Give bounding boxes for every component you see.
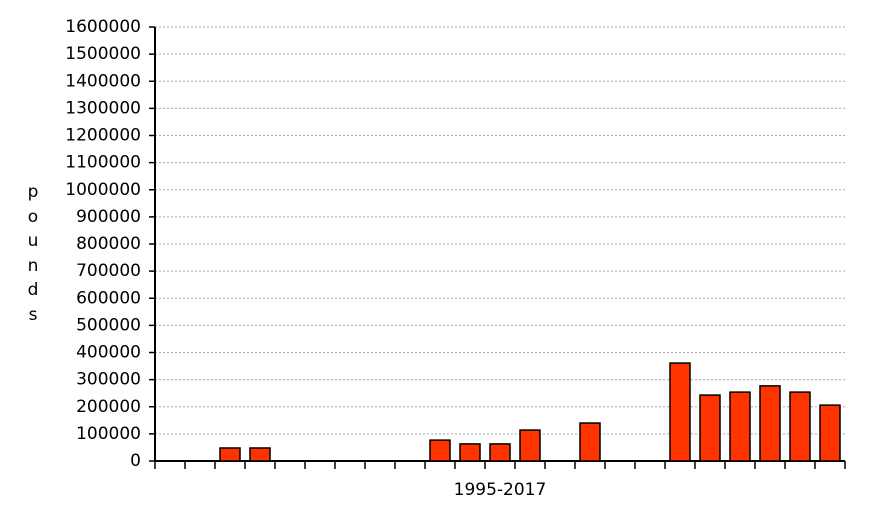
y-tick-label: 1500000 <box>65 44 141 64</box>
y-tick-label: 600000 <box>76 288 141 308</box>
bar <box>519 429 541 462</box>
x-axis-label: 1995-2017 <box>454 480 547 500</box>
y-tick-label: 200000 <box>76 397 141 417</box>
bar <box>729 391 751 462</box>
bar <box>429 439 451 462</box>
bar <box>459 443 481 462</box>
y-tick-label: 500000 <box>76 315 141 335</box>
y-tick-label: 1100000 <box>65 153 141 173</box>
bar <box>579 422 601 462</box>
bar <box>819 404 841 462</box>
bar <box>489 443 511 462</box>
bar <box>669 362 691 462</box>
y-tick-label: 1600000 <box>65 17 141 37</box>
y-tick-label: 0 <box>130 451 141 471</box>
y-tick-label: 900000 <box>76 207 141 227</box>
y-tick-label: 1200000 <box>65 126 141 146</box>
y-tick-label: 800000 <box>76 234 141 254</box>
y-tick-label: 100000 <box>76 424 141 444</box>
bar <box>759 385 781 462</box>
y-tick-label: 1300000 <box>65 98 141 118</box>
y-tick-label: 1000000 <box>65 180 141 200</box>
bar <box>699 394 721 462</box>
y-tick-label: 1400000 <box>65 71 141 91</box>
y-axis-label: pounds <box>27 182 39 325</box>
bar <box>249 447 271 462</box>
bar <box>789 391 811 462</box>
y-tick-label: 300000 <box>76 370 141 390</box>
y-tick-label: 400000 <box>76 343 141 363</box>
y-tick-label: 700000 <box>76 261 141 281</box>
bar <box>219 447 241 462</box>
